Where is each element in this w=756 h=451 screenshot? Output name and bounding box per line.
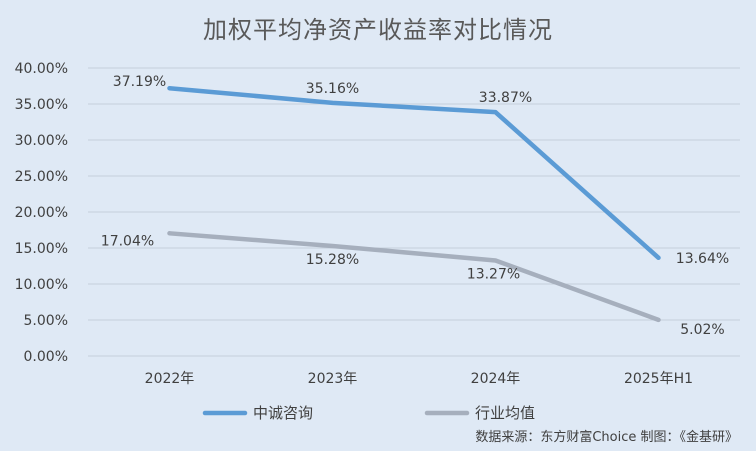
chart-title: 加权平均净资产收益率对比情况 [203, 16, 553, 44]
x-tick-label: 2022年 [145, 371, 195, 387]
data-point [167, 231, 172, 236]
x-tick-label: 2023年 [308, 371, 358, 387]
data-label: 35.16% [306, 81, 359, 97]
data-label: 5.02% [680, 322, 724, 338]
data-point [330, 100, 335, 105]
y-tick-label: 30.00% [15, 133, 68, 149]
data-label: 13.64% [676, 251, 729, 267]
data-label: 15.28% [306, 252, 359, 268]
y-tick-label: 15.00% [15, 241, 68, 257]
data-point [656, 255, 661, 260]
data-label: 33.87% [479, 90, 532, 106]
x-tick-label: 2025年H1 [624, 371, 693, 387]
legend-label: 中诚咨询 [253, 404, 313, 422]
data-label: 17.04% [101, 233, 154, 249]
y-tick-label: 5.00% [24, 313, 68, 329]
x-tick-label: 2024年 [471, 371, 521, 387]
y-tick-label: 10.00% [15, 277, 68, 293]
y-tick-label: 20.00% [15, 205, 68, 221]
y-tick-label: 0.00% [24, 349, 68, 365]
source-note: 数据来源：东方财富Choice 制图：《金基研》 [475, 430, 738, 445]
data-point [330, 243, 335, 248]
data-point [493, 258, 498, 263]
y-tick-label: 40.00% [15, 61, 68, 77]
data-point [167, 86, 172, 91]
data-label: 13.27% [467, 266, 520, 282]
y-tick-label: 25.00% [15, 169, 68, 185]
series-line-2 [167, 231, 661, 323]
legend-label: 行业均值 [475, 404, 535, 422]
data-label: 37.19% [113, 74, 166, 90]
y-tick-label: 35.00% [15, 97, 68, 113]
data-point [656, 317, 661, 322]
data-point [493, 110, 498, 115]
series-line-1 [167, 85, 661, 261]
